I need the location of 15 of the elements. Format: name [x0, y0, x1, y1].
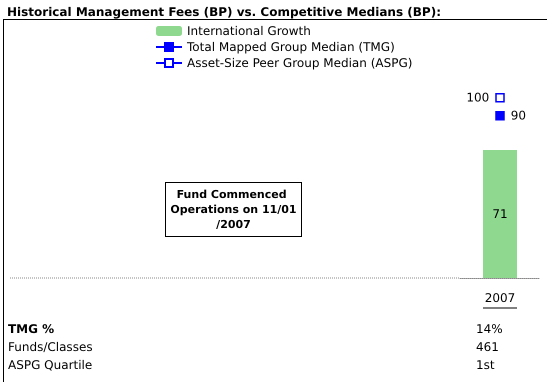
x-tick-label: 2007 — [484, 291, 516, 305]
data-label: 90 — [510, 108, 526, 123]
text: Historical Management Fees (BP) vs. Competitive Medians (BP): — [7, 5, 441, 19]
text: TMG % — [8, 322, 54, 336]
text: 1st — [476, 358, 495, 372]
legend-label: Asset-Size Peer Group Median (ASPG) — [187, 56, 412, 70]
text: 14% — [476, 322, 503, 336]
legend-label: International Growth — [187, 24, 311, 38]
data-label: 100 — [466, 90, 490, 105]
legend-label: Total Mapped Group Median (TMG) — [186, 40, 395, 54]
text: Fund Commenced Operations on 11/01/2007 — [170, 188, 297, 231]
text: Funds/Classes — [8, 340, 93, 354]
text: 461 — [476, 340, 499, 354]
data-label: 71 — [492, 207, 508, 221]
text: ASPG Quartile — [8, 358, 92, 372]
